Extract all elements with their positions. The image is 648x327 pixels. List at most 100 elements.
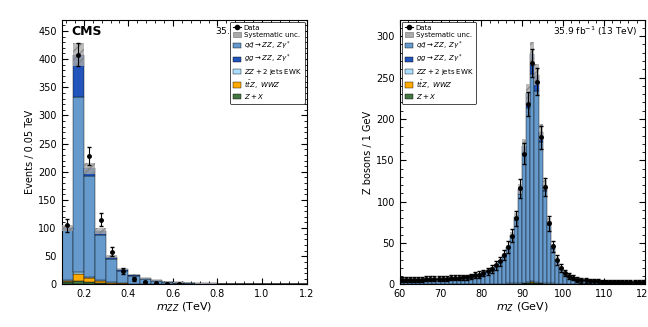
Bar — [531, 74, 535, 281]
Bar — [128, 276, 139, 284]
Legend: Data, Systematic unc., $q\bar{q} \rightarrow ZZ,\ Z\gamma^{*}$, $gg \rightarrow : Data, Systematic unc., $q\bar{q} \righta… — [230, 22, 305, 104]
Bar — [572, 277, 575, 278]
Bar — [575, 278, 579, 279]
Bar — [404, 280, 408, 284]
Bar — [84, 168, 95, 176]
Bar — [526, 283, 531, 284]
Bar — [441, 279, 445, 284]
Bar — [117, 271, 128, 283]
Bar — [535, 92, 538, 282]
Bar — [542, 191, 547, 283]
Bar — [184, 283, 195, 284]
Bar — [620, 281, 624, 284]
Bar — [424, 280, 428, 284]
Bar — [173, 283, 184, 284]
Bar — [636, 282, 641, 284]
Bar — [612, 281, 616, 284]
Bar — [506, 248, 510, 284]
Text: CMS: CMS — [71, 25, 102, 38]
Bar — [535, 282, 538, 283]
Bar — [502, 255, 506, 284]
Bar — [551, 249, 555, 284]
Bar — [535, 283, 538, 284]
Bar — [604, 281, 608, 284]
Bar — [575, 279, 579, 284]
Bar — [106, 257, 117, 259]
Bar — [531, 282, 535, 283]
Bar — [616, 281, 620, 284]
Bar — [95, 281, 106, 283]
Bar — [563, 272, 567, 273]
Bar — [531, 283, 535, 284]
Bar — [490, 268, 494, 269]
Bar — [542, 185, 547, 191]
Bar — [596, 281, 600, 284]
Bar — [490, 269, 494, 284]
Bar — [514, 217, 518, 220]
Bar — [84, 282, 95, 284]
Bar — [432, 280, 437, 284]
Bar — [117, 269, 128, 271]
Bar — [559, 267, 563, 269]
Bar — [538, 132, 542, 142]
Bar — [469, 276, 473, 284]
Bar — [73, 271, 84, 274]
X-axis label: $m_Z$ (GeV): $m_Z$ (GeV) — [496, 301, 549, 314]
Bar — [73, 55, 84, 97]
Bar — [62, 228, 73, 231]
Bar — [526, 282, 531, 283]
Text: 35.9 fb$^{-1}$ (13 TeV): 35.9 fb$^{-1}$ (13 TeV) — [553, 25, 638, 38]
Bar — [514, 220, 518, 283]
Bar — [522, 146, 526, 154]
Bar — [139, 279, 151, 284]
Bar — [567, 276, 572, 284]
Bar — [73, 281, 84, 284]
Bar — [62, 282, 73, 284]
Bar — [629, 282, 632, 284]
Bar — [461, 277, 465, 284]
Bar — [84, 277, 95, 278]
Bar — [139, 278, 151, 279]
Bar — [531, 54, 535, 74]
Bar — [518, 194, 522, 283]
Legend: Data, Systematic unc., $q\bar{q} \rightarrow ZZ,\ Z\gamma^{*}$, $gg \rightarrow : Data, Systematic unc., $q\bar{q} \righta… — [402, 22, 476, 104]
Bar — [84, 278, 95, 282]
Bar — [95, 283, 106, 284]
Bar — [416, 280, 420, 284]
Bar — [535, 75, 538, 92]
Bar — [481, 273, 485, 284]
Bar — [518, 189, 522, 194]
Bar — [526, 93, 531, 108]
Bar — [478, 274, 481, 284]
Text: CMS: CMS — [410, 25, 440, 38]
Y-axis label: Z bosons / 1 GeV: Z bosons / 1 GeV — [364, 111, 373, 194]
Bar — [445, 279, 448, 284]
Bar — [506, 247, 510, 248]
Bar — [518, 283, 522, 284]
Bar — [62, 281, 73, 282]
Bar — [408, 280, 412, 284]
Bar — [400, 280, 404, 284]
Bar — [95, 280, 106, 281]
Bar — [498, 261, 502, 284]
Bar — [641, 282, 645, 284]
Bar — [579, 280, 583, 284]
Bar — [600, 281, 604, 284]
Bar — [559, 269, 563, 284]
Bar — [583, 280, 588, 284]
X-axis label: $m_{ZZ}$ (TeV): $m_{ZZ}$ (TeV) — [156, 301, 213, 314]
Bar — [162, 282, 173, 284]
Y-axis label: Events / 0.05 TeV: Events / 0.05 TeV — [25, 110, 35, 194]
Text: 35.9 fb$^{-1}$ (13 TeV): 35.9 fb$^{-1}$ (13 TeV) — [215, 25, 299, 38]
Bar — [510, 234, 514, 236]
Bar — [572, 278, 575, 284]
Bar — [579, 279, 583, 280]
Bar — [457, 278, 461, 284]
Bar — [151, 281, 162, 284]
Bar — [494, 266, 498, 284]
Bar — [473, 275, 478, 284]
Bar — [567, 275, 572, 276]
Bar — [547, 221, 551, 226]
Bar — [531, 281, 535, 282]
Bar — [465, 277, 469, 284]
